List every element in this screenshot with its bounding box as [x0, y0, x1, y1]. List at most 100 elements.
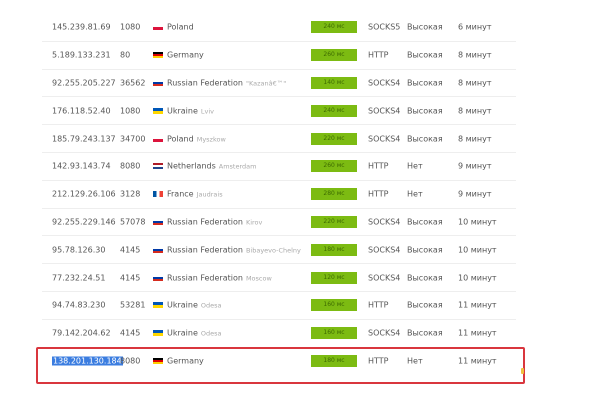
table-row[interactable]: 176.118.52.40 1080 Ukraine Lviv 240 мс SOCKS4…	[42, 97, 516, 126]
ip-text[interactable]: 95.78.126.30	[52, 245, 106, 255]
country-name: Germany	[167, 356, 204, 366]
ip-text[interactable]: 94.74.83.230	[52, 300, 106, 310]
table-row[interactable]: 92.255.205.227 36562 Russian Federation "Ka…	[42, 70, 516, 98]
country: France Jaudrais	[167, 190, 223, 199]
flag-ru-icon	[153, 218, 163, 225]
ping-badge: 280 мс	[311, 188, 357, 201]
ip-address[interactable]: 79.142.204.62	[52, 329, 111, 338]
ip-text[interactable]: 92.255.205.227	[52, 78, 116, 88]
ip-address[interactable]: 92.255.205.227	[52, 78, 116, 87]
country-name: France	[167, 189, 194, 199]
highlight-box	[36, 347, 525, 384]
ip-address[interactable]: 95.78.126.30	[52, 245, 105, 254]
proxy-table: 145.239.81.69 1080 Poland 240 мс SOCKS5 Высок…	[42, 14, 516, 375]
ip-address[interactable]: 77.232.24.51	[52, 273, 105, 282]
table-row[interactable]: 212.129.26.106 3128 France Jaudrais 280 мс HT…	[42, 181, 516, 209]
country-name: Germany	[167, 50, 204, 60]
country-name: Russian Federation	[167, 245, 243, 255]
city: Amsterdam	[218, 162, 257, 171]
table-row[interactable]: 77.232.24.51 4145 Russian Federation Moscow…	[42, 264, 516, 292]
country: Poland	[167, 23, 197, 32]
ping-badge: 220 мс	[311, 215, 357, 228]
anonymity: Высокая	[407, 106, 443, 116]
country-name: Ukraine	[167, 300, 198, 310]
ip-address[interactable]: 92.255.229.146	[52, 217, 116, 226]
port: 8080	[120, 356, 141, 366]
ping-badge: 240 мс	[311, 21, 357, 34]
ip-text[interactable]: 138.201.130.184	[52, 356, 123, 366]
ip-address[interactable]: 176.118.52.40	[52, 106, 111, 115]
anonymity: Нет	[407, 356, 423, 366]
table-row[interactable]: 95.78.126.30 4145 Russian Federation Bibaye…	[42, 236, 516, 265]
country: Russian Federation "Kazanâ€™"	[167, 78, 286, 87]
last-checked: 9 минут	[458, 189, 492, 199]
city: Kirov	[245, 218, 263, 227]
last-checked: 8 минут	[458, 134, 492, 144]
ip-text[interactable]: 145.239.81.69	[52, 22, 111, 32]
anonymity: Высокая	[407, 328, 443, 338]
proxy-type: SOCKS4	[368, 245, 401, 255]
table-row[interactable]: 145.239.81.69 1080 Poland 240 мс SOCKS5 Высок…	[42, 14, 516, 42]
anonymity: Нет	[407, 189, 423, 199]
port: 4145	[120, 245, 141, 255]
last-checked: 10 минут	[458, 273, 497, 283]
ip-text[interactable]: 79.142.204.62	[52, 328, 111, 338]
ip-address[interactable]: 145.239.81.69	[52, 23, 111, 32]
proxy-type: SOCKS4	[368, 106, 401, 116]
ip-address[interactable]: 94.74.83.230	[52, 301, 105, 310]
table-row[interactable]: 138.201.130.184 8080 Germany 180 мс HTTP Нет 1…	[42, 348, 516, 376]
table-row[interactable]: 94.74.83.230 53281 Ukraine Odesa 160 мс HTTP В…	[42, 292, 516, 320]
ip-address[interactable]: 142.93.143.74	[52, 162, 111, 171]
ip-text[interactable]: 5.189.133.231	[52, 50, 111, 60]
ip-text[interactable]: 77.232.24.51	[52, 273, 106, 283]
country-name: Russian Federation	[167, 217, 243, 227]
city: Moscow	[245, 274, 272, 283]
ping-badge: 160 мс	[311, 327, 357, 340]
proxy-type: SOCKS4	[368, 78, 401, 88]
ip-address[interactable]: 212.129.26.106	[52, 190, 116, 199]
table-row[interactable]: 92.255.229.146 57078 Russian Federation Kir…	[42, 209, 516, 237]
anonymity: Высокая	[407, 78, 443, 88]
ip-address[interactable]: 138.201.130.184	[52, 356, 123, 366]
table-row[interactable]: 142.93.143.74 8080 Netherlands Amsterdam 260…	[42, 153, 516, 181]
country: Russian Federation Kirov	[167, 217, 262, 226]
last-checked: 6 минут	[458, 22, 492, 32]
flag-de-icon	[153, 358, 163, 365]
proxy-type: HTTP	[368, 189, 389, 199]
cursor-icon	[521, 368, 524, 374]
city: Jaudrais	[196, 190, 223, 199]
last-checked: 11 минут	[458, 356, 497, 366]
ip-text[interactable]: 185.79.243.137	[52, 134, 116, 144]
proxy-type: SOCKS4	[368, 217, 401, 227]
ping-badge: 260 мс	[311, 49, 357, 62]
flag-pl-icon	[153, 24, 163, 31]
ip-address[interactable]: 5.189.133.231	[52, 51, 111, 60]
proxy-type: HTTP	[368, 356, 389, 366]
country: Ukraine Lviv	[167, 106, 214, 115]
flag-ua-icon	[153, 330, 163, 337]
ip-text[interactable]: 212.129.26.106	[52, 189, 116, 199]
flag-nl-icon	[153, 163, 163, 170]
ip-address[interactable]: 185.79.243.137	[52, 134, 116, 143]
country-name: Netherlands	[167, 161, 216, 171]
country-name: Ukraine	[167, 106, 198, 116]
country-name: Ukraine	[167, 328, 198, 338]
table-row[interactable]: 5.189.133.231 80 Germany 260 мс HTTP Высокая 8…	[42, 42, 516, 70]
ping-badge: 120 мс	[311, 271, 357, 284]
table-row[interactable]: 185.79.243.137 34700 Poland Myszkow 220 мс SO…	[42, 125, 516, 153]
table-row[interactable]: 79.142.204.62 4145 Ukraine Odesa 160 мс SOCKS…	[42, 320, 516, 348]
city: "Kazanâ€™"	[245, 79, 287, 88]
last-checked: 11 минут	[458, 328, 497, 338]
ip-text[interactable]: 92.255.229.146	[52, 217, 116, 227]
last-checked: 9 минут	[458, 161, 492, 171]
anonymity: Высокая	[407, 245, 443, 255]
country: Poland Myszkow	[167, 134, 226, 143]
country-name: Poland	[167, 22, 194, 32]
flag-ru-icon	[153, 246, 163, 253]
ip-text[interactable]: 176.118.52.40	[52, 106, 111, 116]
country: Germany	[167, 51, 207, 60]
port: 53281	[120, 300, 146, 310]
proxy-type: HTTP	[368, 161, 389, 171]
ip-text[interactable]: 142.93.143.74	[52, 161, 111, 171]
port: 4145	[120, 273, 141, 283]
